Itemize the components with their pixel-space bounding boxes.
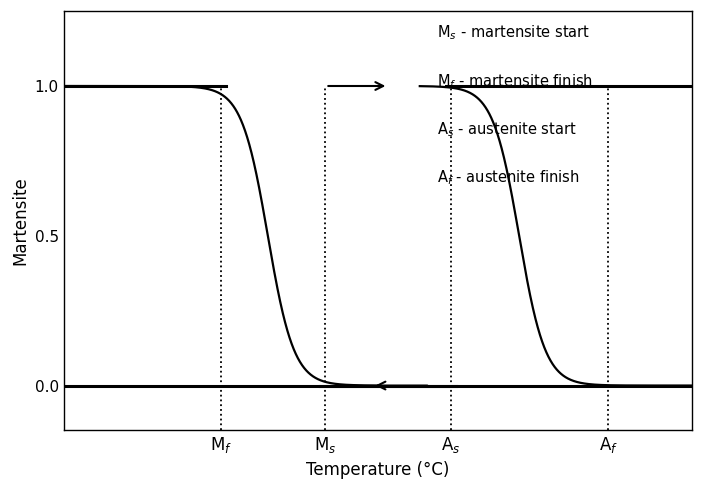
X-axis label: Temperature (°C): Temperature (°C) xyxy=(306,461,449,479)
Text: M$_s$ - martensite start: M$_s$ - martensite start xyxy=(437,24,591,43)
Text: A$_s$ - austenite start: A$_s$ - austenite start xyxy=(437,120,577,139)
Y-axis label: Martensite: Martensite xyxy=(11,176,29,265)
Text: A$_f$ - austenite finish: A$_f$ - austenite finish xyxy=(437,169,580,187)
Text: M$_f$ - martensite finish: M$_f$ - martensite finish xyxy=(437,72,593,91)
